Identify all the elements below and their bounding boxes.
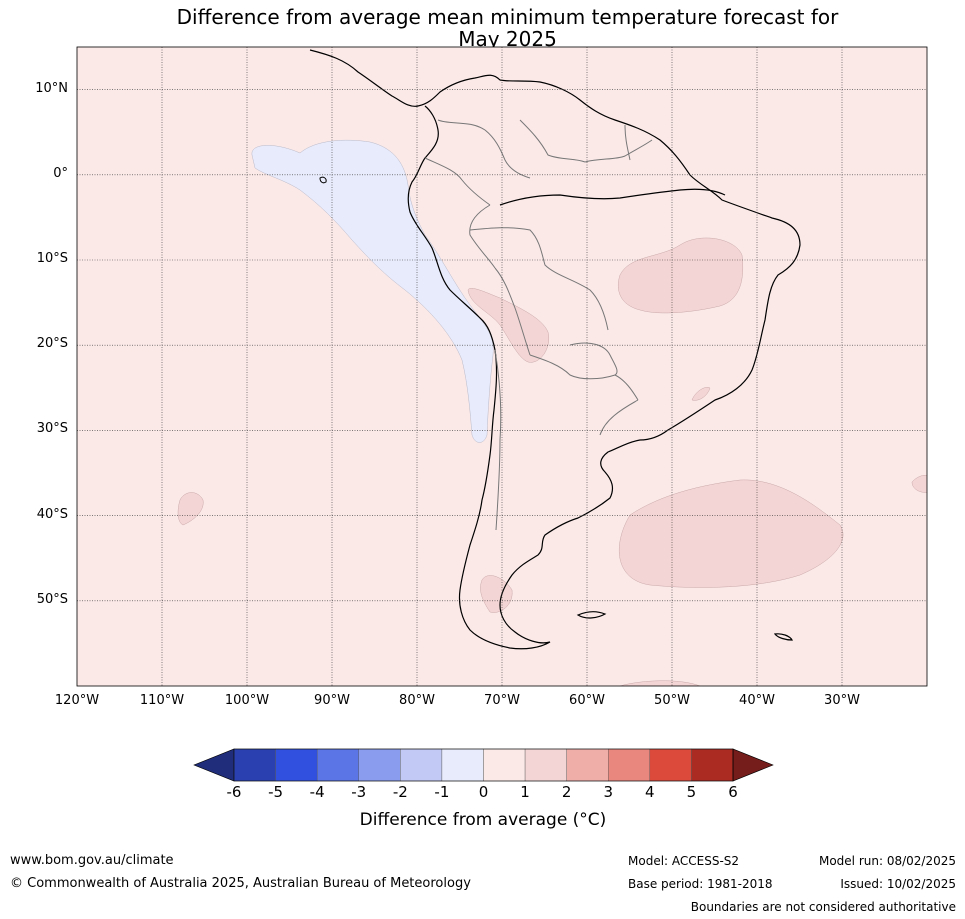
lon-label: 110°W: [139, 693, 185, 708]
lat-label: 40°S: [36, 506, 68, 522]
colorbar-swatch: [483, 748, 526, 782]
lon-label: 40°W: [739, 693, 775, 708]
colorbar-tick-label: 5: [686, 783, 697, 801]
south-georgia-island: [773, 633, 793, 641]
colorbar-swatch: [608, 748, 651, 782]
footer-disclaimer: Boundaries are not considered authoritat…: [690, 900, 956, 914]
map-frame: [76, 46, 928, 687]
anomaly-warm-region-atlantic: [618, 479, 844, 588]
galapagos-islands: [319, 176, 327, 184]
colorbar-tick-label: 3: [603, 783, 614, 801]
lon-label: 60°W: [569, 693, 605, 708]
lon-label: 50°W: [654, 693, 690, 708]
anomaly-warm-region-south-atlantic-east: [911, 475, 927, 493]
colorbar-swatch: [649, 748, 692, 782]
colorbar-swatch: [566, 748, 609, 782]
colorbar-tick-label: 6: [728, 783, 738, 801]
colorbar-swatch: [524, 748, 567, 782]
colorbar-label: Difference from average (°C): [359, 810, 607, 830]
lat-label: 30°S: [36, 421, 68, 437]
colorbar-extend-low: [193, 748, 235, 782]
lon-label: 90°W: [314, 693, 350, 708]
anomaly-warm-region-patagonia: [480, 575, 513, 613]
colorbar-swatch: [358, 748, 401, 782]
lat-label: 0°: [53, 165, 68, 181]
footer-copyright: © Commonwealth of Australia 2025, Austra…: [10, 876, 471, 891]
lon-label: 120°W: [54, 693, 100, 708]
map-title-line1: Difference from average mean minimum tem…: [176, 5, 839, 29]
colorbar-tick-label: 1: [520, 783, 530, 801]
colorbar-tick-label: -4: [309, 783, 325, 801]
country-borders: [424, 119, 653, 531]
colorbar-tick-label: 2: [561, 783, 572, 801]
lon-label: 100°W: [224, 693, 270, 708]
colorbar-tick-label: -1: [434, 783, 450, 801]
colorbar-swatch: [691, 748, 734, 782]
colorbar-swatch: [275, 748, 318, 782]
falkland-islands: [576, 611, 607, 619]
footer-website: www.bom.gov.au/climate: [10, 853, 174, 868]
footer-base-period: Base period: 1981-2018: [628, 877, 773, 891]
lat-label: 20°S: [36, 336, 68, 352]
colorbar-tick-label: -6: [226, 783, 242, 801]
colorbar-extend-high: [732, 748, 774, 782]
coastline-south-america: [309, 49, 801, 650]
colorbar: [193, 748, 774, 782]
colorbar-outline: [233, 748, 734, 782]
footer-model-run: Model run: 08/02/2025: [818, 854, 956, 868]
colorbar-swatch: [400, 748, 443, 782]
amazon-river: [499, 188, 726, 206]
colorbar-tick-label: -2: [392, 783, 408, 801]
anomaly-cool-region: [251, 139, 494, 443]
anomaly-warm-region-brazil: [617, 237, 743, 314]
anomaly-warm-region-coastal: [691, 387, 711, 401]
lon-label: 80°W: [399, 693, 435, 708]
lon-label: 70°W: [484, 693, 520, 708]
lat-label: 10°S: [36, 251, 68, 266]
colorbar-tick-label: -3: [351, 783, 367, 801]
colorbar-swatch: [316, 748, 359, 782]
footer-model: Model: ACCESS-S2: [628, 854, 740, 868]
colorbar-tick-label: -5: [268, 783, 284, 801]
lat-label: 50°S: [36, 591, 68, 607]
lat-label: 10°N: [35, 80, 68, 96]
colorbar-swatch: [441, 748, 484, 782]
colorbar-swatch: [233, 748, 276, 782]
colorbar-tick-label: 4: [645, 783, 655, 801]
anomaly-warm-region-pacific: [177, 492, 204, 526]
map-gridlines: [77, 47, 927, 686]
footer-issued: Issued: 10/02/2025: [840, 877, 956, 891]
lon-label: 30°W: [824, 693, 860, 708]
anomaly-warm-region-andes: [467, 288, 550, 363]
colorbar-tick-label: 0: [478, 783, 489, 801]
